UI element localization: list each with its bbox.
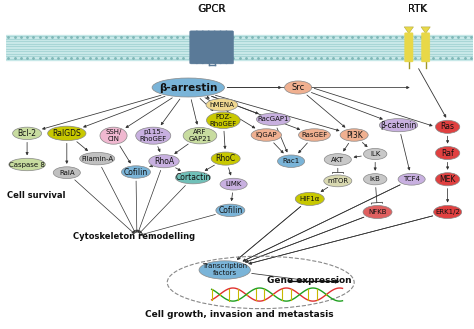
Ellipse shape xyxy=(9,158,46,171)
Ellipse shape xyxy=(434,205,462,218)
Text: RTK: RTK xyxy=(408,4,427,14)
Text: PDZ-
RhoGEF: PDZ- RhoGEF xyxy=(210,114,237,127)
Ellipse shape xyxy=(211,152,240,165)
Text: p115-
RhoGEF: p115- RhoGEF xyxy=(140,129,167,142)
Polygon shape xyxy=(404,27,413,34)
Ellipse shape xyxy=(436,146,460,160)
Text: RTK: RTK xyxy=(408,4,427,14)
Ellipse shape xyxy=(398,173,425,185)
Ellipse shape xyxy=(364,148,387,160)
Ellipse shape xyxy=(206,99,238,111)
Text: β-arrestin: β-arrestin xyxy=(159,83,218,92)
FancyBboxPatch shape xyxy=(225,31,234,64)
Ellipse shape xyxy=(175,171,210,184)
Ellipse shape xyxy=(48,126,86,140)
Ellipse shape xyxy=(295,192,324,205)
Ellipse shape xyxy=(364,174,387,185)
Text: GPCR: GPCR xyxy=(197,4,226,14)
Text: Cell survival: Cell survival xyxy=(7,191,66,200)
Text: Cofilin: Cofilin xyxy=(218,206,243,215)
Ellipse shape xyxy=(284,81,311,94)
Text: β-catenin: β-catenin xyxy=(381,121,417,130)
Ellipse shape xyxy=(183,127,217,144)
Text: hMENA: hMENA xyxy=(210,102,234,108)
Text: HIF1α: HIF1α xyxy=(300,196,320,202)
FancyBboxPatch shape xyxy=(190,31,198,64)
Text: ERK1/2: ERK1/2 xyxy=(435,209,460,215)
Text: Gene expression: Gene expression xyxy=(267,276,352,285)
Ellipse shape xyxy=(220,178,247,190)
Text: Src: Src xyxy=(292,83,305,92)
Text: Ras: Ras xyxy=(441,122,455,131)
Text: RasGEF: RasGEF xyxy=(301,132,328,138)
Text: RacGAP1: RacGAP1 xyxy=(257,116,289,122)
Text: RalGDS: RalGDS xyxy=(53,129,81,138)
Text: ARF
GAP21: ARF GAP21 xyxy=(188,129,211,142)
Ellipse shape xyxy=(207,112,240,128)
Text: NFKB: NFKB xyxy=(368,209,387,215)
Ellipse shape xyxy=(324,154,351,165)
Text: LIMK: LIMK xyxy=(226,181,242,187)
Ellipse shape xyxy=(152,78,225,97)
Text: MEK: MEK xyxy=(439,175,456,184)
Text: Raf: Raf xyxy=(441,148,454,158)
Text: RhoC: RhoC xyxy=(216,154,236,163)
Ellipse shape xyxy=(53,167,81,179)
Ellipse shape xyxy=(379,119,418,132)
Text: Cytoskeleton remodelling: Cytoskeleton remodelling xyxy=(73,232,196,241)
Ellipse shape xyxy=(299,129,330,141)
Text: Bcl-2: Bcl-2 xyxy=(18,129,36,138)
FancyBboxPatch shape xyxy=(421,33,430,62)
Ellipse shape xyxy=(199,261,250,279)
Text: IQGAP: IQGAP xyxy=(255,132,277,138)
Ellipse shape xyxy=(436,173,460,186)
Text: Cell growth, invasion and metastasis: Cell growth, invasion and metastasis xyxy=(146,310,334,319)
Polygon shape xyxy=(421,27,430,34)
Ellipse shape xyxy=(100,127,127,144)
Ellipse shape xyxy=(251,129,282,141)
Text: Cofilin: Cofilin xyxy=(124,167,148,177)
Text: IκB: IκB xyxy=(370,176,381,182)
FancyBboxPatch shape xyxy=(201,31,210,64)
Text: Cortactin: Cortactin xyxy=(175,173,210,182)
Text: Rac1: Rac1 xyxy=(283,158,300,164)
Ellipse shape xyxy=(436,120,460,133)
FancyBboxPatch shape xyxy=(219,31,228,64)
FancyBboxPatch shape xyxy=(213,31,222,64)
Text: Filamin-A: Filamin-A xyxy=(81,156,113,162)
Text: ILK: ILK xyxy=(370,151,380,157)
FancyBboxPatch shape xyxy=(405,33,413,62)
Ellipse shape xyxy=(278,155,305,167)
Text: Caspase 8: Caspase 8 xyxy=(9,162,45,167)
Ellipse shape xyxy=(136,127,171,144)
Text: RalA: RalA xyxy=(59,170,74,176)
Text: RhoA: RhoA xyxy=(154,157,174,166)
Text: mTOR: mTOR xyxy=(327,178,348,184)
Ellipse shape xyxy=(80,152,115,165)
Ellipse shape xyxy=(256,113,290,126)
Text: TCF4: TCF4 xyxy=(403,176,420,182)
Ellipse shape xyxy=(149,155,179,168)
Text: PI3K: PI3K xyxy=(346,131,363,139)
Bar xyxy=(6,35,474,60)
Ellipse shape xyxy=(340,129,368,141)
FancyBboxPatch shape xyxy=(208,31,216,64)
Ellipse shape xyxy=(324,175,352,187)
Ellipse shape xyxy=(363,205,392,218)
Ellipse shape xyxy=(121,166,150,178)
Text: GPCR: GPCR xyxy=(198,4,225,14)
Text: Transcription
factors: Transcription factors xyxy=(202,264,247,276)
Text: SSH/
CIN: SSH/ CIN xyxy=(105,129,122,142)
Text: AKT: AKT xyxy=(331,157,344,163)
Ellipse shape xyxy=(13,127,42,139)
Ellipse shape xyxy=(216,204,245,216)
FancyBboxPatch shape xyxy=(196,31,204,64)
